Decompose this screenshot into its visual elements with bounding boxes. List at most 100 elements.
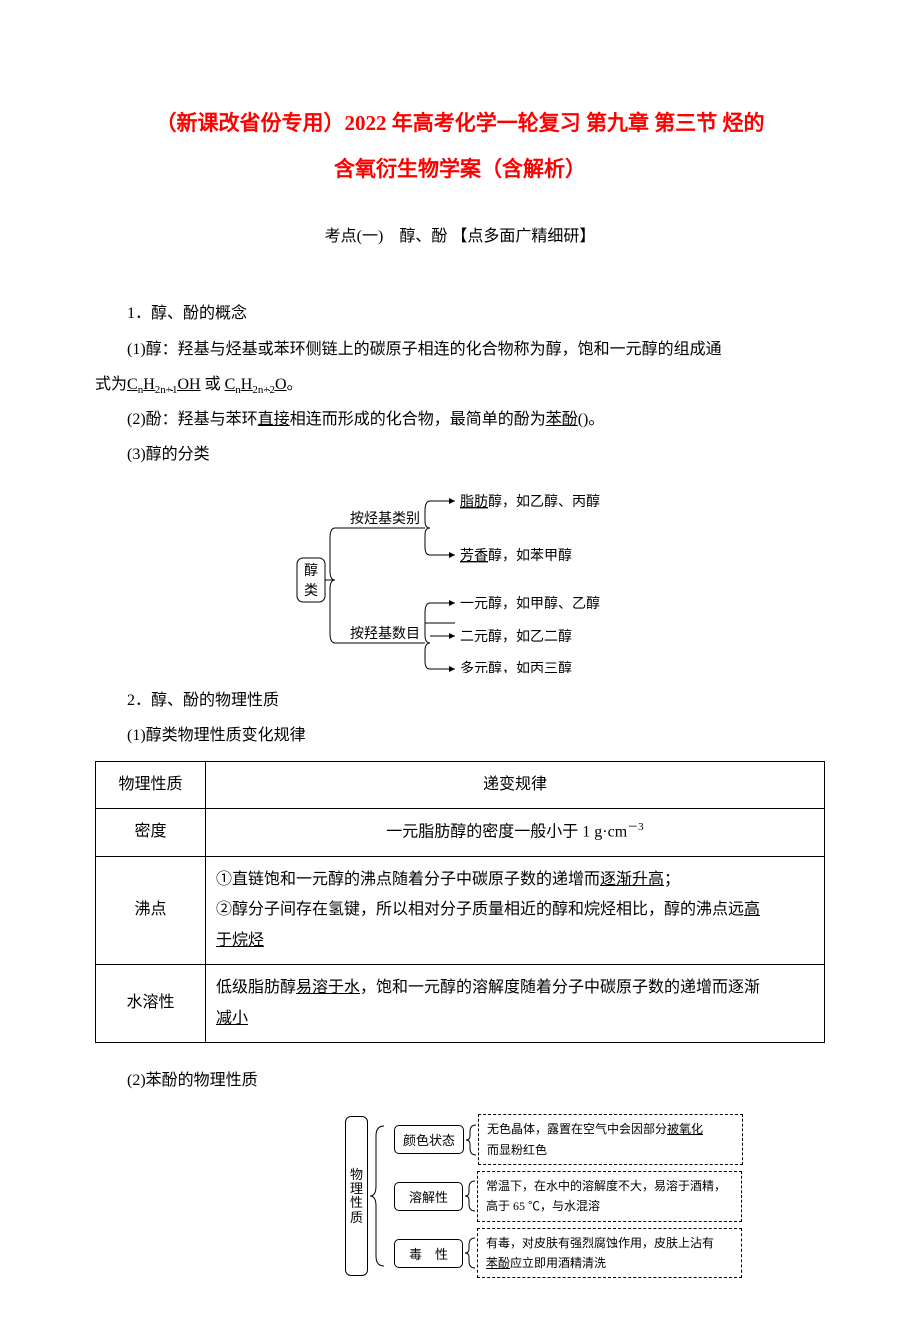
t: 高于 65 ℃，与水混溶: [486, 1199, 600, 1213]
bracket-icon: [463, 1176, 477, 1216]
s: 2n+1: [155, 384, 178, 396]
t: 相连而形成的化合物，最简单的酚为: [290, 411, 546, 428]
root2: 类: [304, 583, 318, 599]
end: 。: [287, 376, 303, 393]
svg-text:脂肪醇，如乙醇、丙醇: 脂肪醇，如乙醇、丙醇: [460, 493, 600, 510]
t: 而显粉红色: [487, 1143, 547, 1157]
table-row: 物理性质 递变规律: [96, 761, 825, 808]
s1-p2: (2)酚：羟基与苯环直接相连而形成的化合物，最简单的酚为苯酚()。: [95, 402, 825, 437]
u: 易溶于水: [296, 979, 360, 996]
section-1-heading: 1．醇、酚的概念: [95, 296, 825, 331]
b2-3: 多元醇，如丙三醇: [460, 660, 572, 673]
b1-label: 按烃基类别: [350, 510, 420, 527]
u1: 直接: [258, 411, 290, 428]
r4: 质: [350, 1211, 363, 1225]
root1: 醇: [304, 562, 318, 579]
d2-root: 物 理 性 质: [345, 1116, 368, 1276]
cell-bp-val: ①直链饱和一元醇的沸点随着分子中碳原子数的递增而逐渐升高； ②醇分子间存在氢键，…: [206, 856, 825, 964]
table-row: 密度 一元脂肪醇的密度一般小于 1 g·cm－3: [96, 809, 825, 857]
svg-text:芳香醇，如苯甲醇: 芳香醇，如苯甲醇: [460, 547, 572, 564]
b2-label: 按羟基数目: [350, 625, 420, 642]
branch-solubility: 溶解性 常温下，在水中的溶解度不大，易溶于酒精， 高于 65 ℃，与水混溶: [394, 1171, 743, 1222]
t: ②醇分子间存在氢键，所以相对分子质量相近的醇和烷烃相比，醇的沸点远: [216, 901, 744, 918]
b1-1a: 脂肪: [460, 494, 488, 510]
u: 高: [744, 901, 760, 918]
u: 逐渐升高: [600, 871, 664, 888]
branch-toxicity: 毒 性 有毒，对皮肤有强烈腐蚀作用，皮肤上沾有 苯酚应立即用酒精清洗: [394, 1228, 743, 1279]
section-2-heading: 2．醇、酚的物理性质: [95, 683, 825, 718]
bracket-icon: [464, 1120, 478, 1160]
l3: 于烷烃: [216, 926, 814, 956]
b1-2b: 醇，如苯甲醇: [488, 547, 572, 564]
th-2: 递变规律: [206, 761, 825, 808]
bracket-icon: [463, 1233, 477, 1273]
b1-label: 颜色状态: [394, 1125, 464, 1154]
b3-text: 有毒，对皮肤有强烈腐蚀作用，皮肤上沾有 苯酚应立即用酒精清洗: [477, 1228, 742, 1279]
t: (2)酚：羟基与苯环: [127, 411, 258, 428]
b3-label: 毒 性: [394, 1239, 463, 1268]
s2-p1: (1)醇类物理性质变化规律: [95, 718, 825, 753]
c: C: [127, 376, 138, 393]
h: H: [143, 376, 155, 393]
phenol-properties-diagram: 物 理 性 质 颜色状态 无色晶体，露置在空气中会因部分被氧化 而显粉红色 溶解…: [345, 1108, 825, 1284]
b1-text: 无色晶体，露置在空气中会因部分被氧化 而显粉红色: [478, 1114, 743, 1165]
subtitle: 考点(一) 醇、酚 【点多面广精细研】: [95, 222, 825, 246]
r2: 理: [350, 1182, 363, 1196]
b1-1b: 醇，如乙醇、丙醇: [488, 493, 600, 510]
cell-bp: 沸点: [96, 856, 206, 964]
u: 苯酚: [486, 1256, 510, 1270]
t: 式为: [95, 376, 127, 393]
t: ()。: [578, 411, 605, 428]
title-line-1: （新课改省份专用）2022 年高考化学一轮复习 第九章 第三节 烃的: [95, 100, 825, 146]
sup: －3: [627, 821, 644, 833]
r3: 性: [350, 1196, 363, 1210]
alcohol-classification-diagram: 醇 类 按烃基类别 脂肪醇，如乙醇、丙醇 芳香醇，如苯甲醇 按羟基数目 一元醇，…: [295, 483, 825, 673]
cell-sol: 水溶性: [96, 965, 206, 1043]
u2: 苯酚: [546, 411, 578, 428]
u: 减小: [216, 1010, 248, 1027]
b2-label: 溶解性: [394, 1182, 463, 1211]
t: 应立即用酒精清洗: [510, 1256, 606, 1270]
b1-2a: 芳香: [460, 547, 488, 564]
t: 有毒，对皮肤有强烈腐蚀作用，皮肤上沾有: [486, 1236, 714, 1250]
title-line-2: 含氧衍生物学案（含解析）: [95, 146, 825, 192]
u: 被氧化: [667, 1122, 703, 1136]
h: H: [241, 376, 253, 393]
bracket-icon: [368, 1116, 386, 1276]
t: ①直链饱和一元醇的沸点随着分子中碳原子数的递增而: [216, 871, 600, 888]
t: 常温下，在水中的溶解度不大，易溶于酒精，: [486, 1179, 726, 1193]
or: 或: [201, 376, 225, 393]
formula-1: CnH2n+1OH: [127, 376, 201, 393]
s2-p2: (2)苯酚的物理性质: [95, 1063, 825, 1098]
o: O: [275, 376, 287, 393]
s1-p3: (3)醇的分类: [95, 437, 825, 472]
oh: OH: [177, 376, 200, 393]
th-1: 物理性质: [96, 761, 206, 808]
t: 低级脂肪醇: [216, 979, 296, 996]
cell-density-val: 一元脂肪醇的密度一般小于 1 g·cm－3: [206, 809, 825, 857]
c: C: [225, 376, 236, 393]
l1: ①直链饱和一元醇的沸点随着分子中碳原子数的递增而逐渐升高；: [216, 865, 814, 895]
physical-properties-table: 物理性质 递变规律 密度 一元脂肪醇的密度一般小于 1 g·cm－3 沸点 ①直…: [95, 761, 825, 1043]
diagram-svg: 醇 类 按烃基类别 脂肪醇，如乙醇、丙醇 芳香醇，如苯甲醇 按羟基数目 一元醇，…: [295, 483, 725, 673]
cell-sol-val: 低级脂肪醇易溶于水，饱和一元醇的溶解度随着分子中碳原子数的递增而逐渐 减小: [206, 965, 825, 1043]
table-row: 沸点 ①直链饱和一元醇的沸点随着分子中碳原子数的递增而逐渐升高； ②醇分子间存在…: [96, 856, 825, 964]
table-row: 水溶性 低级脂肪醇易溶于水，饱和一元醇的溶解度随着分子中碳原子数的递增而逐渐 减…: [96, 965, 825, 1043]
branch-color: 颜色状态 无色晶体，露置在空气中会因部分被氧化 而显粉红色: [394, 1114, 743, 1165]
s: 2n+2: [252, 384, 275, 396]
cell-density: 密度: [96, 809, 206, 857]
t: ；: [664, 871, 680, 888]
t: 无色晶体，露置在空气中会因部分: [487, 1122, 667, 1136]
formula-2: CnH2n+2O: [225, 376, 287, 393]
page-title: （新课改省份专用）2022 年高考化学一轮复习 第九章 第三节 烃的 含氧衍生物…: [95, 100, 825, 192]
l2: ②醇分子间存在氢键，所以相对分子质量相近的醇和烷烃相比，醇的沸点远高: [216, 895, 814, 925]
u: 于烷烃: [216, 932, 264, 949]
t: 一元脂肪醇的密度一般小于 1 g·cm: [386, 824, 627, 841]
b2-2: 二元醇，如乙二醇: [460, 628, 572, 645]
s1-p1-line1: (1)醇：羟基与烃基或苯环侧链上的碳原子相连的化合物称为醇，饱和一元醇的组成通: [95, 332, 825, 367]
b2-1: 一元醇，如甲醇、乙醇: [460, 595, 600, 612]
t: ，饱和一元醇的溶解度随着分子中碳原子数的递增而逐渐: [360, 979, 760, 996]
s1-p1-line2: 式为CnH2n+1OH 或 CnH2n+2O。: [95, 367, 825, 402]
r1: 物: [350, 1168, 363, 1182]
b2-text: 常温下，在水中的溶解度不大，易溶于酒精， 高于 65 ℃，与水混溶: [477, 1171, 742, 1222]
